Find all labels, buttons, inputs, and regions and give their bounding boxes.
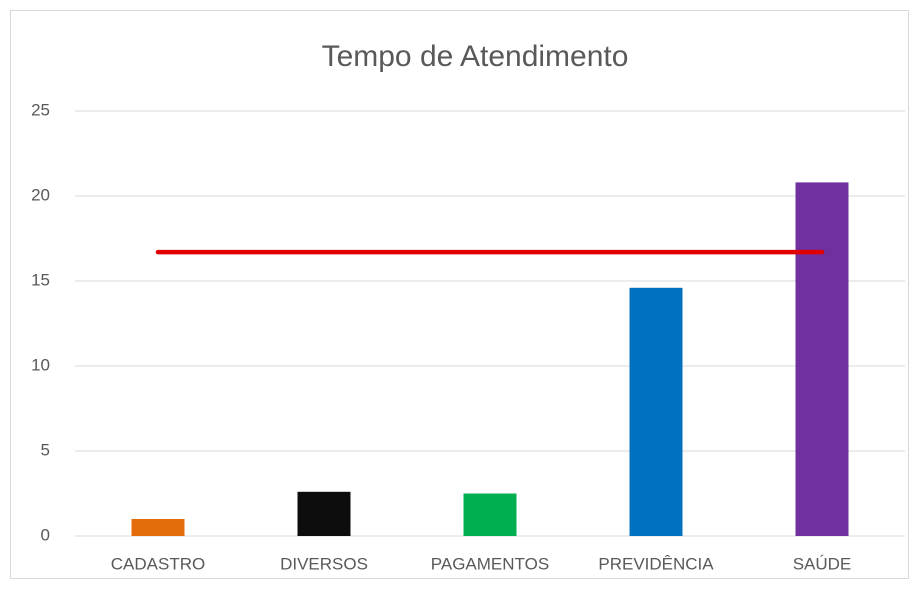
bar: [131, 519, 185, 536]
x-tick-label: PREVIDÊNCIA: [598, 554, 714, 573]
bar: [463, 493, 517, 536]
y-tick-label: 20: [31, 185, 50, 204]
bar: [629, 287, 683, 536]
chart-frame: [10, 10, 909, 579]
y-tick-label: 15: [31, 270, 50, 289]
y-tick-label: 10: [31, 355, 50, 374]
chart-title: Tempo de Atendimento: [322, 40, 629, 73]
x-tick-label: PAGAMENTOS: [431, 554, 549, 573]
bar: [795, 182, 849, 536]
y-tick-label: 5: [41, 440, 50, 459]
x-tick-label: CADASTRO: [111, 554, 205, 573]
x-tick-label: DIVERSOS: [280, 554, 368, 573]
y-tick-label: 0: [41, 525, 50, 544]
y-tick-label: 25: [31, 100, 50, 119]
bar: [297, 491, 351, 536]
x-tick-label: SAÚDE: [793, 554, 852, 573]
